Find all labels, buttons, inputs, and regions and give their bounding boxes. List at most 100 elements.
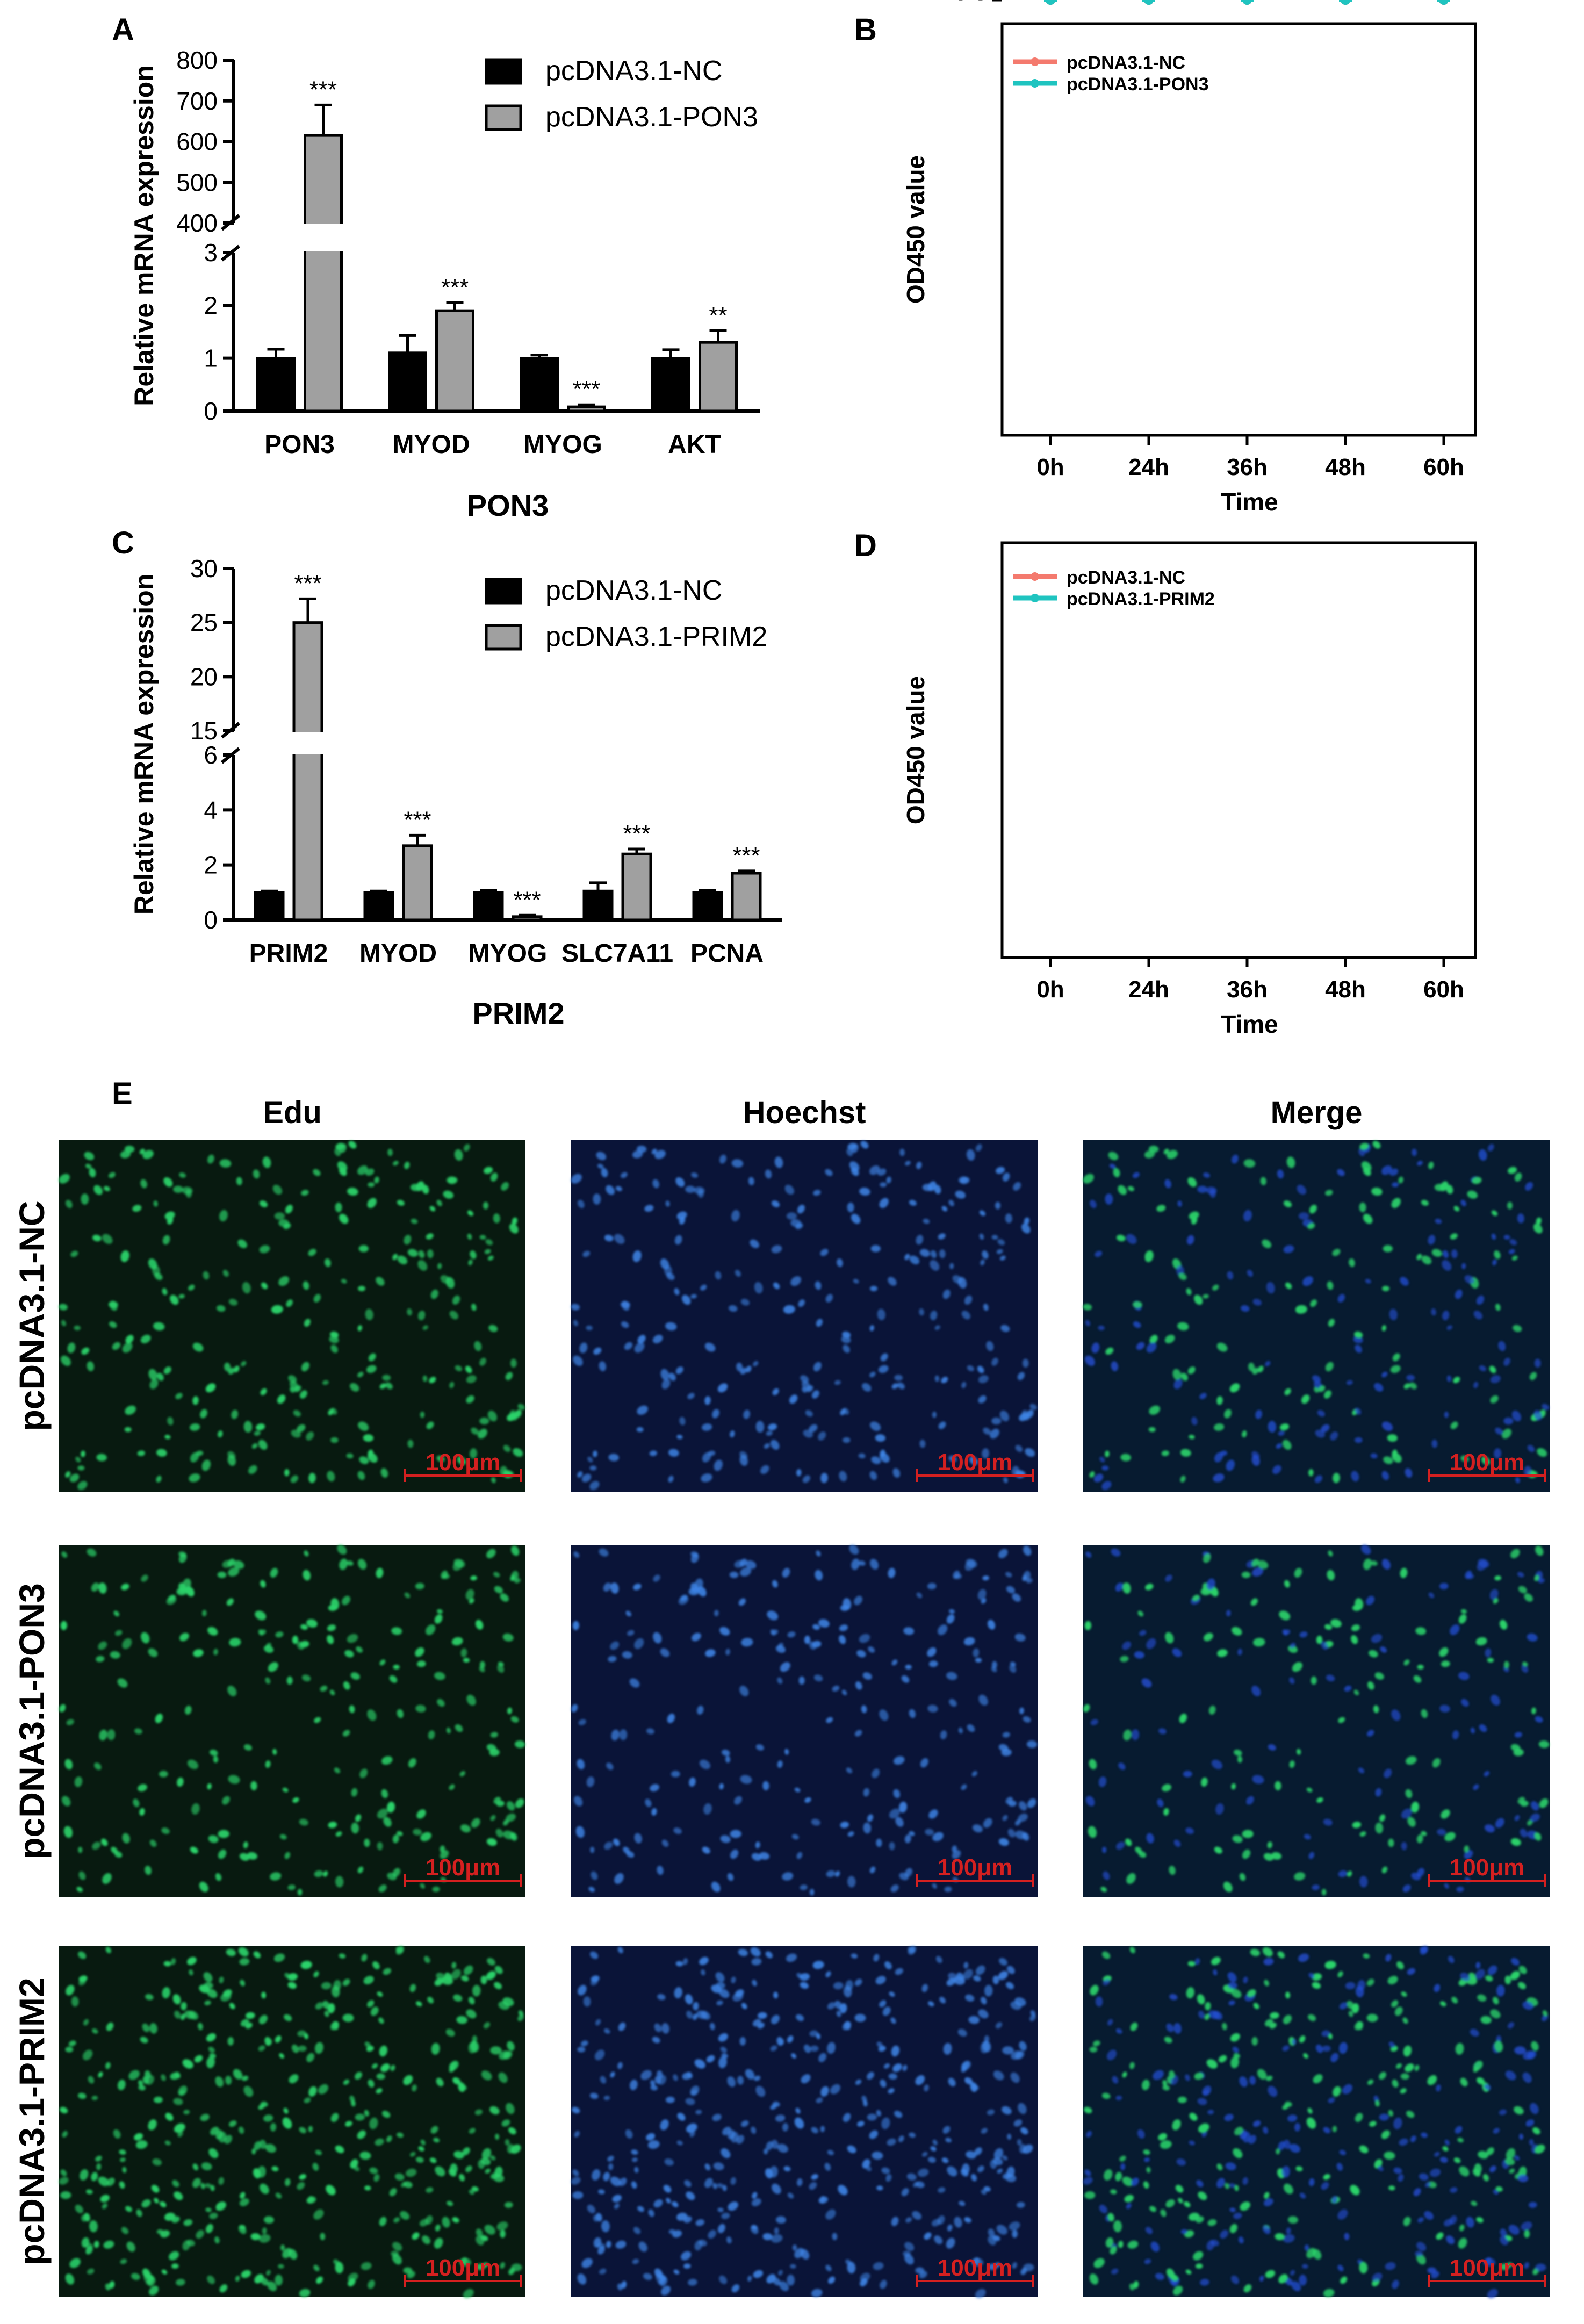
nucleus	[573, 1796, 583, 1807]
nucleus	[637, 2206, 644, 2212]
nucleus	[368, 2079, 375, 2088]
nucleus	[718, 2033, 728, 2042]
nucleus	[1439, 1647, 1449, 1657]
nucleus	[787, 2192, 794, 2199]
nucleus	[771, 2183, 781, 2195]
nucleus	[200, 1409, 207, 1419]
nucleus	[1173, 1379, 1183, 1390]
nucleus	[397, 1709, 404, 1718]
nucleus	[1379, 2071, 1386, 2080]
y-tick-label: 25	[190, 609, 218, 637]
nucleus	[838, 2185, 848, 2196]
nucleus	[1337, 2264, 1344, 2271]
nucleus	[1381, 1559, 1391, 1570]
nucleus	[888, 2073, 897, 2080]
nucleus	[303, 1570, 311, 1581]
nucleus	[65, 1471, 71, 1478]
nucleus	[1137, 1610, 1144, 1617]
nucleus	[185, 1189, 192, 1198]
nucleus	[869, 1371, 876, 1378]
nucleus	[383, 1968, 392, 1975]
nucleus	[771, 1200, 780, 1207]
nucleus	[1525, 2119, 1535, 2127]
nucleus	[1105, 1450, 1110, 1457]
nucleus	[218, 1849, 227, 1859]
nucleus	[1122, 2176, 1133, 2186]
nucleus	[485, 1239, 493, 1246]
nucleus	[437, 1699, 445, 1707]
nucleus	[751, 2198, 761, 2206]
nucleus	[486, 1838, 497, 1846]
y-tick-label: 600	[176, 128, 218, 156]
nucleus	[673, 2074, 678, 2081]
nucleus	[629, 2080, 638, 2091]
nucleus	[644, 1205, 654, 1212]
nucleus	[74, 1776, 83, 1787]
nucleus	[210, 2127, 219, 2135]
nucleus	[361, 2262, 372, 2270]
nucleus	[284, 1973, 291, 1979]
nucleus	[471, 1304, 477, 1311]
nucleus	[161, 2074, 166, 2081]
nucleus	[298, 2045, 307, 2052]
nucleus	[70, 1250, 78, 1257]
nucleus	[1282, 2104, 1289, 2110]
nucleus	[280, 2244, 285, 2251]
nucleus	[932, 1832, 944, 1841]
nucleus	[327, 1471, 335, 1482]
nucleus	[496, 1800, 505, 1807]
nucleus	[364, 2185, 371, 2191]
nucleus	[1252, 1567, 1264, 1577]
nucleus	[912, 2182, 919, 2188]
nucleus	[1304, 2244, 1309, 2251]
nucleus	[461, 1975, 469, 1982]
nucleus	[186, 1956, 197, 1966]
nucleus	[142, 1150, 154, 1159]
nucleus	[380, 2063, 390, 2072]
nucleus	[167, 1416, 174, 1426]
nucleus	[780, 1662, 790, 1672]
nucleus	[1412, 1148, 1417, 1156]
nucleus	[85, 1163, 92, 1169]
nucleus	[665, 1322, 677, 1331]
bar-treatment	[292, 621, 323, 922]
nucleus	[1401, 1808, 1412, 1819]
nucleus	[1403, 2045, 1412, 2057]
nucleus	[216, 1305, 226, 1312]
nucleus	[196, 2229, 204, 2239]
nucleus	[1509, 2168, 1515, 2174]
nucleus	[175, 1393, 183, 1399]
nucleus	[100, 2195, 110, 2203]
nucleus	[178, 1553, 187, 1563]
nucleus	[159, 1771, 168, 1778]
nucleus	[1211, 1759, 1223, 1769]
nucleus	[393, 2217, 400, 2223]
nucleus	[205, 1383, 216, 1393]
nucleus	[773, 1282, 780, 1290]
nucleus	[762, 1781, 769, 1790]
nucleus	[937, 2215, 945, 2225]
nucleus	[948, 1199, 954, 1206]
nucleus	[1283, 1245, 1294, 1254]
nucleus	[711, 1881, 721, 1893]
nucleus	[1460, 1609, 1467, 1614]
nucleus	[809, 1424, 818, 1433]
bar-nc	[388, 351, 427, 413]
nucleus	[1416, 1161, 1423, 1166]
nucleus	[1394, 2006, 1403, 2016]
nucleus	[1429, 2168, 1441, 2177]
nucleus	[1122, 1582, 1131, 1594]
nucleus	[675, 1961, 683, 1967]
nucleus	[1002, 1815, 1008, 1821]
nucleus	[251, 2148, 256, 2155]
nucleus	[909, 2132, 916, 2138]
nucleus	[108, 1301, 118, 1308]
nucleus	[1328, 2097, 1335, 2104]
nucleus	[739, 1451, 748, 1459]
nucleus	[1126, 1873, 1136, 1884]
nucleus	[1192, 1594, 1200, 1601]
nucleus	[500, 1593, 509, 1602]
nucleus	[1160, 2140, 1172, 2149]
nucleus	[668, 1476, 674, 1483]
